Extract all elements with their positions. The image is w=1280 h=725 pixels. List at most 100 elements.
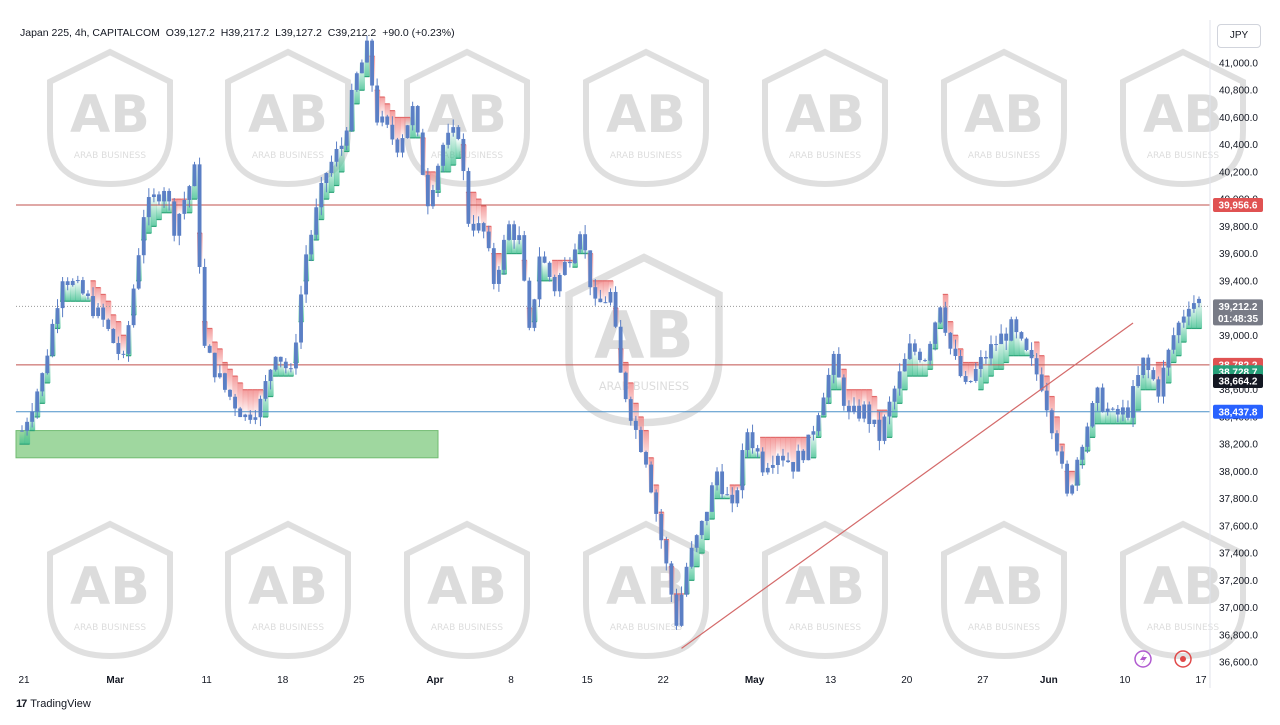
candle [943,301,948,336]
time-axis[interactable]: 21 Mar 11 18 25 Apr 8 15 22 May 13 20 27 Jun 10 17 [18,675,1207,686]
alert-lightning-icon[interactable] [1134,650,1152,668]
candle [664,536,669,571]
candle [583,225,588,259]
symbol-label[interactable]: Japan 225, 4h, CAPITALCOM [20,27,160,39]
candle [852,397,856,415]
candle [578,231,582,254]
candle [1070,484,1075,496]
svg-text:AB: AB [427,85,507,145]
candle [968,380,973,384]
candle [507,220,511,241]
candle [456,125,461,141]
candle [603,296,608,304]
supertrend-bull-fill [704,511,710,540]
candle [1090,400,1095,428]
candle [157,191,161,205]
supertrend-bear-fill [394,117,401,153]
supertrend-bear-fill [800,437,807,461]
supertrend-bull-fill [983,358,989,383]
candle [694,534,699,553]
price-tick-label: 39,600.0 [1219,249,1258,260]
tradingview-brand[interactable]: 17 TradingView [16,698,91,710]
supertrend-bear-fill [176,199,183,214]
plot-area [15,35,1210,649]
candle [1151,367,1156,381]
supertrend-bull-fill [993,344,1000,370]
demand-zone[interactable] [15,430,439,459]
change-value: +90.0 (+0.23%) [382,27,455,39]
candle [674,588,679,630]
candle [80,276,85,295]
time-tick-label: 18 [277,675,289,686]
candle [451,119,456,137]
candle [91,287,95,319]
candle [907,333,912,361]
supertrend-bear-fill [476,199,482,224]
candle [359,59,364,74]
low-value: L39,127.2 [275,27,322,39]
candle [841,374,846,411]
candle [436,163,440,197]
candle [329,155,334,177]
supertrend-bull-fill [724,494,731,499]
candle [689,541,694,569]
candle [390,116,395,145]
record-target-icon[interactable] [1174,650,1192,668]
supertrend-bear-fill [95,287,102,308]
supertrend-bear-fill [470,192,477,231]
candle [491,242,496,290]
candle [304,245,309,303]
supertrend-bear-fill [643,430,650,465]
candle [86,290,90,300]
candle [365,35,369,63]
candle [547,261,552,282]
candle [1131,379,1135,428]
candle [725,486,730,496]
ascending-trendline[interactable] [681,322,1134,649]
supertrend-bear-fill [968,362,974,381]
time-tick-label: 22 [658,675,670,686]
candle [70,278,75,287]
candle [126,320,131,362]
candle [192,161,197,187]
candle [887,396,892,425]
supertrend-bear-fill [237,382,244,418]
candle [948,332,953,355]
candle [344,127,349,151]
supertrend-bull-fill [339,145,345,172]
candle [410,101,415,131]
supertrend-bear-fill [881,410,888,417]
supertrend-bear-fill [252,389,259,418]
svg-text:AB: AB [785,85,865,145]
svg-text:AB: AB [248,557,328,617]
candle [1161,360,1166,404]
candle [420,128,425,176]
candle [715,467,719,491]
price-tick-label: 38,000.0 [1219,467,1258,478]
currency-button[interactable]: JPY [1217,24,1261,48]
candle [710,482,714,513]
svg-text:ARAB BUSINESS: ARAB BUSINESS [74,151,146,161]
candle [96,303,101,319]
supertrend-bull-fill [902,358,908,390]
supertrend-bull-fill [1196,298,1203,329]
candle [573,243,577,265]
supertrend-bull-fill [75,280,81,302]
candle [1004,327,1009,351]
candle [613,286,618,329]
candle [999,324,1004,345]
candle [669,561,674,603]
candle [35,388,40,419]
candle [425,167,430,215]
open-value: O39,127.2 [165,27,215,39]
candle [268,368,273,390]
supertrend-bear-fill [1069,471,1076,486]
candle [243,413,248,421]
supertrend-bear-fill [430,171,436,190]
supertrend-bull-fill [1013,332,1020,356]
candle [1009,316,1014,342]
candle [294,333,298,375]
candle [375,78,380,126]
